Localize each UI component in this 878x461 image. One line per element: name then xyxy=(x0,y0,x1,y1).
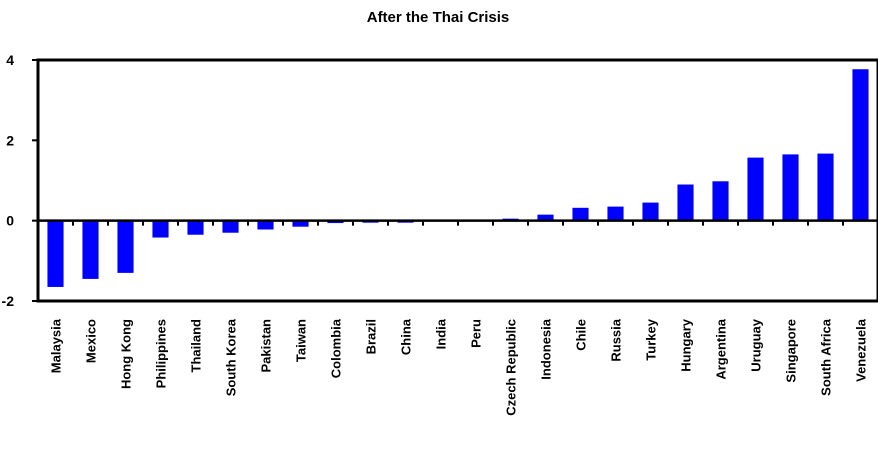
bar xyxy=(747,157,764,221)
y-tick-label: 0 xyxy=(6,213,14,229)
x-category-label: South Korea xyxy=(224,318,239,396)
x-category-label: Czech Republic xyxy=(504,319,519,416)
bar xyxy=(712,181,729,221)
x-category-label: Turkey xyxy=(644,318,659,360)
bar xyxy=(47,220,64,287)
bar xyxy=(257,220,274,230)
bar xyxy=(677,184,694,221)
bar xyxy=(222,220,239,233)
bar xyxy=(187,220,204,235)
bars xyxy=(47,69,869,287)
x-category-label: Hungary xyxy=(679,318,694,372)
x-category-label: Mexico xyxy=(84,319,99,363)
y-tick-label: -2 xyxy=(2,293,15,309)
y-tick-label: 4 xyxy=(6,52,14,68)
x-category-label: Taiwan xyxy=(294,319,309,362)
bar xyxy=(782,154,799,221)
x-category-label: Uruguay xyxy=(749,318,764,372)
bar xyxy=(817,153,834,221)
bar xyxy=(607,206,624,221)
bar xyxy=(852,69,869,221)
x-category-label: Philippines xyxy=(154,319,169,388)
plot-frame xyxy=(36,58,878,303)
x-category-label: Singapore xyxy=(784,319,799,383)
bar xyxy=(82,220,99,279)
x-category-label: Indonesia xyxy=(539,318,554,379)
x-category-label: Colombia xyxy=(329,318,344,378)
x-category-label: Brazil xyxy=(364,319,379,354)
x-category-label: Peru xyxy=(469,319,484,348)
x-category-label: Chile xyxy=(574,319,589,351)
x-category-label: Pakistan xyxy=(259,319,274,373)
x-category-label: Venezuela xyxy=(854,318,869,382)
x-category-label: India xyxy=(434,318,449,349)
x-category-label: Thailand xyxy=(189,319,204,373)
bar xyxy=(152,220,169,238)
y-axis: -2 0 2 4 xyxy=(2,52,38,309)
chart-title: After the Thai Crisis xyxy=(367,9,510,26)
bar xyxy=(292,220,309,227)
x-category-label: Russia xyxy=(609,318,624,361)
bar xyxy=(572,207,589,221)
x-ticks xyxy=(72,220,844,226)
bar xyxy=(642,202,659,221)
x-category-label: Hong Kong xyxy=(119,319,134,389)
bar xyxy=(117,220,134,273)
x-axis-labels: Malaysia Mexico Hong Kong Philippines Thaila… xyxy=(49,318,869,416)
x-category-label: Malaysia xyxy=(49,318,64,373)
x-category-label: South Africa xyxy=(819,318,834,396)
y-tick-label: 2 xyxy=(6,132,14,148)
x-category-label: Argentina xyxy=(714,318,729,379)
x-category-label: China xyxy=(399,318,414,355)
bar xyxy=(537,214,554,221)
